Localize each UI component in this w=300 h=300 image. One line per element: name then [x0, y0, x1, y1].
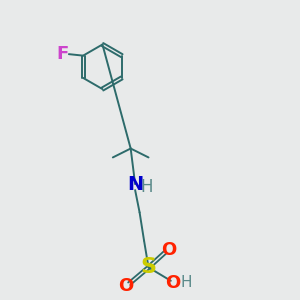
Text: N: N — [127, 175, 143, 194]
Text: O: O — [118, 277, 133, 295]
Text: H: H — [140, 178, 153, 196]
Text: H: H — [181, 275, 192, 290]
Text: O: O — [161, 241, 176, 259]
Text: O: O — [165, 274, 180, 292]
Text: F: F — [57, 45, 69, 63]
Text: S: S — [140, 257, 157, 278]
